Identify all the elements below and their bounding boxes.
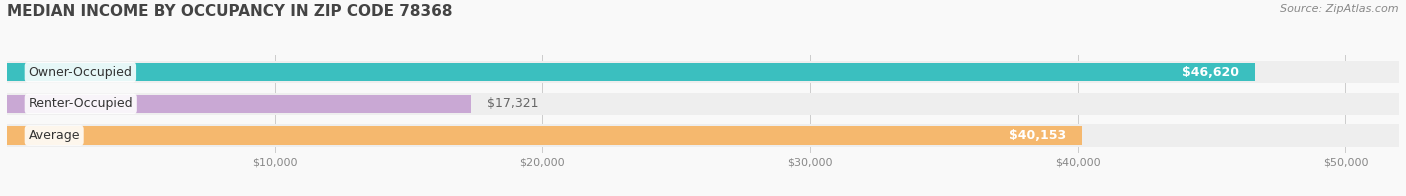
Bar (7, 63, 1256, 81)
Bar (7, 61, 1399, 83)
Bar (7, 95, 471, 113)
Text: MEDIAN INCOME BY OCCUPANCY IN ZIP CODE 78368: MEDIAN INCOME BY OCCUPANCY IN ZIP CODE 7… (7, 4, 453, 19)
Text: Source: ZipAtlas.com: Source: ZipAtlas.com (1281, 4, 1399, 14)
Text: $17,321: $17,321 (486, 97, 538, 110)
Text: $40,153: $40,153 (1008, 129, 1066, 142)
Text: Owner-Occupied: Owner-Occupied (28, 66, 132, 79)
Bar (7, 124, 1399, 147)
Bar (7, 126, 1081, 145)
Bar (7, 93, 1399, 115)
Text: $46,620: $46,620 (1182, 66, 1239, 79)
Text: Renter-Occupied: Renter-Occupied (28, 97, 134, 110)
Text: Average: Average (28, 129, 80, 142)
